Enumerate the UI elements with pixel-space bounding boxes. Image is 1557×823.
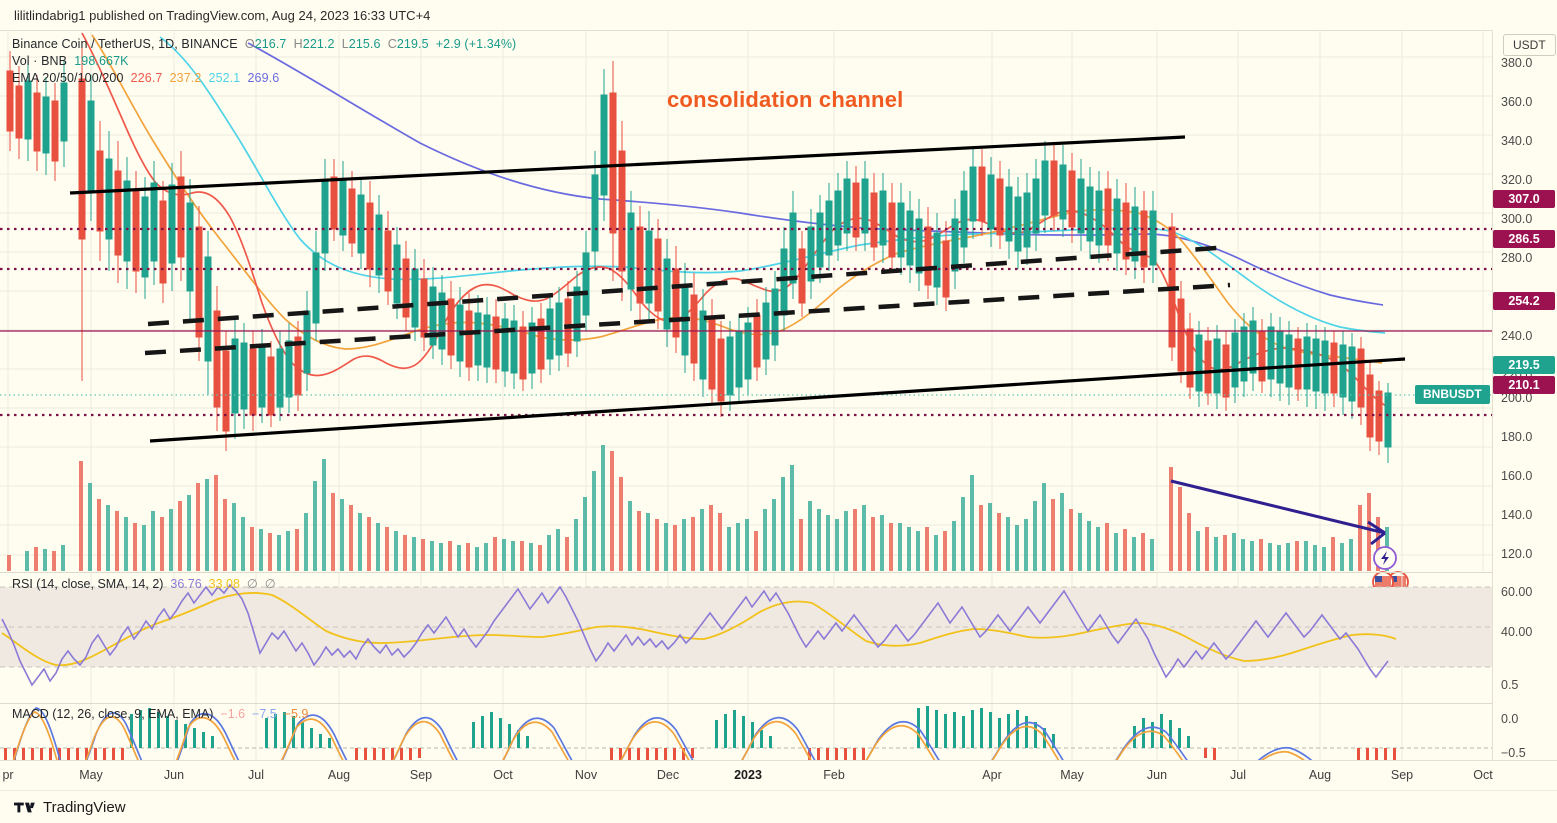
price-pill-254: 254.2 — [1493, 292, 1555, 310]
rsi-value: 36.76 — [170, 577, 202, 591]
price-pill-210: 210.1 — [1493, 376, 1555, 394]
consolidation-channel-annotation: consolidation channel — [667, 87, 904, 112]
time-tick-jun-2023: Jun — [1146, 768, 1168, 782]
time-tick-sep-2023: Sep — [1390, 768, 1414, 782]
price-chart-svg — [0, 31, 1492, 571]
publisher-text: lilitlindabrig1 published on TradingView… — [14, 7, 431, 23]
time-tick-2023: 2023 — [734, 768, 762, 782]
rsi-sma-value: 33.08 — [208, 577, 240, 591]
chart-frame: Binance Coin / TetherUS, 1D, BINANCE O21… — [0, 30, 1557, 790]
price-tick-200: 200.0 — [1501, 391, 1533, 405]
price-tick-180: 180.0 — [1501, 430, 1533, 444]
ema100-line — [159, 36, 1386, 334]
price-tick-320: 320.0 — [1501, 173, 1533, 187]
tradingview-logo-icon — [14, 802, 35, 812]
macd-pane[interactable]: MACD (12, 26, close, 9, EMA, EMA) −1.6 −… — [0, 703, 1492, 761]
rsi-pane[interactable]: RSI (14, close, SMA, 14, 2) 36.76 33.08 … — [0, 572, 1492, 703]
rsi-legend-row: RSI (14, close, SMA, 14, 2) 36.76 33.08 … — [12, 576, 276, 591]
macd-tick-0-0: 0.0 — [1501, 712, 1519, 726]
channel-dashed-lower — [144, 282, 1231, 356]
time-tick-aug-2022: Aug — [327, 768, 351, 782]
macd-line — [12, 711, 1307, 761]
rsi-title: RSI (14, close, SMA, 14, 2) — [12, 577, 164, 591]
time-tick-dec-2022: Dec — [656, 768, 680, 782]
macd-tick-0-5: 0.5 — [1501, 678, 1519, 692]
lightning-event-icon[interactable] — [1373, 546, 1397, 570]
time-tick-sep-2022: Sep — [409, 768, 433, 782]
trendline-upper — [69, 135, 1186, 195]
price-tick-120: 120.0 — [1501, 547, 1533, 561]
rsi-tick-60: 60.00 — [1501, 585, 1533, 599]
channel-dashed-upper — [147, 244, 1231, 327]
macd-title: MACD (12, 26, close, 9, EMA, EMA) — [12, 707, 214, 721]
price-scale-unit[interactable]: USDT — [1503, 34, 1556, 56]
price-scale[interactable]: USDT 380.0 360.0 340.0 320.0 300.0 280.0… — [1415, 30, 1557, 790]
time-tick-jul-2023: Jul — [1230, 768, 1246, 782]
time-scale[interactable]: pr May Jun Jul Aug Sep Oct Nov Dec 2023 … — [0, 760, 1557, 790]
rsi-line — [1, 583, 1389, 687]
rsi-sma-line — [1, 592, 1397, 667]
time-tick-jul-2022: Jul — [248, 768, 264, 782]
macd-chart-svg — [0, 704, 1492, 761]
macd-legend-row: MACD (12, 26, close, 9, EMA, EMA) −1.6 −… — [12, 707, 308, 721]
price-tick-340: 340.0 — [1501, 134, 1533, 148]
price-pill-current: 219.5 — [1493, 356, 1555, 374]
macd-signal-value: −7.5 — [252, 707, 277, 721]
price-tick-300: 300.0 — [1501, 212, 1533, 226]
time-tick-apr-2022: pr — [2, 768, 14, 782]
symbol-price-pill: BNBUSDT — [1415, 385, 1490, 404]
macd-tick-neg-0-5: −0.5 — [1501, 746, 1526, 760]
rsi-chart-svg — [0, 573, 1492, 703]
price-tick-160: 160.0 — [1501, 469, 1533, 483]
time-tick-oct-2023: Oct — [1473, 768, 1493, 782]
price-tick-380: 380.0 — [1501, 56, 1533, 70]
time-tick-aug-2023: Aug — [1308, 768, 1332, 782]
macd-value: −1.6 — [220, 707, 246, 721]
rsi-extra-1: ∅ — [246, 577, 258, 591]
time-tick-feb-2023: Feb — [823, 768, 845, 782]
plot-area[interactable]: Binance Coin / TetherUS, 1D, BINANCE O21… — [0, 31, 1492, 761]
price-pill-286: 286.5 — [1493, 230, 1555, 248]
footer: TradingView — [0, 790, 1557, 823]
price-tick-140: 140.0 — [1501, 508, 1533, 522]
price-pill-307: 307.0 — [1493, 190, 1555, 208]
tradingview-brand: TradingView — [43, 798, 126, 816]
rsi-gridlines — [0, 586, 1492, 668]
price-tick-240: 240.0 — [1501, 329, 1533, 343]
time-tick-nov-2022: Nov — [574, 768, 598, 782]
macd-hist-value: −5.9 — [283, 707, 309, 721]
down-arrow-annotation — [1170, 479, 1386, 546]
vertical-gridlines — [7, 31, 1484, 571]
trendline-lower — [149, 357, 1406, 443]
time-tick-may-2022: May — [79, 768, 103, 782]
time-tick-apr-2023: Apr — [982, 768, 1002, 782]
rsi-tick-40: 40.00 — [1501, 625, 1533, 639]
volume-histogram — [7, 445, 1389, 571]
price-tick-360: 360.0 — [1501, 95, 1533, 109]
price-tick-280: 280.0 — [1501, 251, 1533, 265]
rsi-band — [0, 587, 1492, 667]
rsi-extra-2: ∅ — [264, 577, 276, 591]
price-pane[interactable]: Binance Coin / TetherUS, 1D, BINANCE O21… — [0, 31, 1492, 593]
time-tick-jun-2022: Jun — [163, 768, 185, 782]
publisher-bar: lilitlindabrig1 published on TradingView… — [0, 0, 1557, 30]
volume-and-markers-svg — [7, 445, 1409, 593]
candlestick-series — [6, 41, 1392, 463]
time-tick-oct-2022: Oct — [493, 768, 513, 782]
time-tick-may-2023: May — [1060, 768, 1084, 782]
